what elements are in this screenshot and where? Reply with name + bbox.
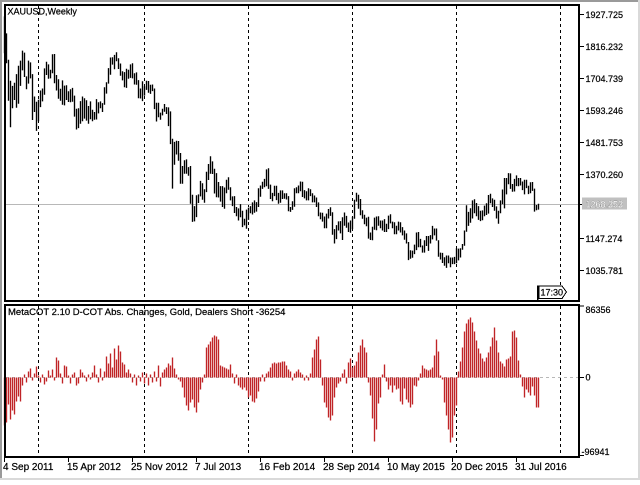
svg-text:25 Nov 2012: 25 Nov 2012 <box>131 462 188 473</box>
svg-text:1035.781: 1035.781 <box>586 266 624 276</box>
svg-text:1147.274: 1147.274 <box>586 234 623 244</box>
svg-text:0: 0 <box>586 373 591 383</box>
svg-text:1481.753: 1481.753 <box>586 138 624 148</box>
svg-text:1927.725: 1927.725 <box>586 10 624 20</box>
svg-text:20 Dec 2015: 20 Dec 2015 <box>451 462 508 473</box>
svg-text:MetaCOT 2.10 D-COT Abs. Change: MetaCOT 2.10 D-COT Abs. Changes, Gold, D… <box>8 307 285 318</box>
svg-text:31 Jul 2016: 31 Jul 2016 <box>515 462 567 473</box>
svg-text:17:30: 17:30 <box>541 288 564 298</box>
svg-text:XAUUSD,Weekly: XAUUSD,Weekly <box>8 7 78 17</box>
svg-text:4 Sep 2011: 4 Sep 2011 <box>3 462 54 473</box>
svg-text:86356: 86356 <box>586 305 611 315</box>
svg-text:-96941: -96941 <box>582 447 610 457</box>
svg-text:1816.232: 1816.232 <box>586 42 624 52</box>
svg-text:7 Jul 2013: 7 Jul 2013 <box>195 462 242 473</box>
svg-text:1593.246: 1593.246 <box>586 106 624 116</box>
svg-text:15 Apr 2012: 15 Apr 2012 <box>67 462 121 473</box>
svg-text:1704.739: 1704.739 <box>586 74 624 84</box>
svg-text:16 Feb 2014: 16 Feb 2014 <box>259 462 316 473</box>
svg-text:1370.260: 1370.260 <box>586 170 624 180</box>
svg-text:28 Sep 2014: 28 Sep 2014 <box>323 462 380 473</box>
svg-text:10 May 2015: 10 May 2015 <box>387 462 445 473</box>
svg-text:1268.353: 1268.353 <box>586 200 624 210</box>
